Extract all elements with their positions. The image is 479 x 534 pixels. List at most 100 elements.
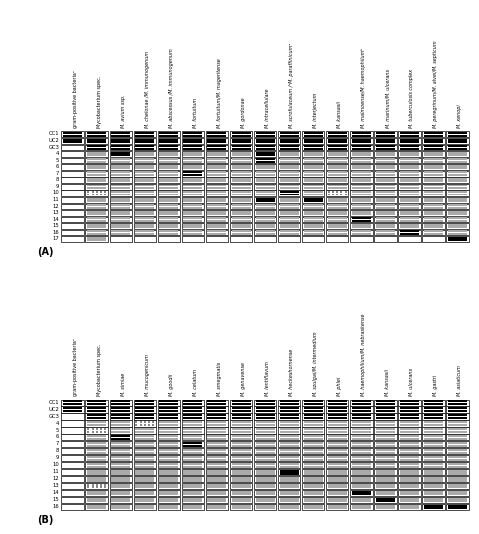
Bar (91, 484, 93, 486)
Bar (302, 413, 324, 420)
Bar (111, 180, 130, 183)
Bar (424, 410, 443, 412)
Bar (376, 466, 395, 468)
Bar (448, 154, 467, 156)
Bar (424, 438, 443, 439)
Bar (328, 165, 347, 167)
Bar (302, 399, 324, 406)
Bar (376, 171, 395, 174)
Bar (350, 197, 373, 203)
Bar (160, 500, 178, 502)
Bar (326, 138, 349, 144)
Bar (256, 428, 274, 430)
Text: 17: 17 (53, 236, 59, 241)
Bar (104, 431, 106, 433)
Bar (278, 197, 300, 203)
Bar (100, 431, 102, 433)
Bar (254, 151, 276, 157)
Bar (376, 435, 395, 437)
Bar (304, 410, 323, 412)
Bar (422, 406, 445, 413)
Bar (304, 484, 323, 486)
Bar (160, 459, 178, 461)
Bar (87, 438, 106, 439)
Bar (376, 161, 395, 163)
Bar (85, 490, 108, 496)
Bar (61, 203, 84, 209)
Bar (326, 448, 349, 454)
Text: M. gordonae: M. gordonae (241, 98, 246, 128)
Bar (136, 139, 154, 140)
Bar (207, 226, 227, 228)
Bar (448, 239, 467, 241)
Bar (87, 486, 90, 489)
Bar (424, 507, 443, 509)
Bar (352, 180, 371, 183)
Text: M. marinum/M. ulcerans: M. marinum/M. ulcerans (385, 69, 390, 128)
Bar (136, 449, 154, 451)
Bar (280, 161, 298, 163)
Bar (85, 455, 108, 461)
Bar (207, 438, 227, 439)
Bar (328, 154, 347, 156)
Bar (111, 428, 130, 430)
Bar (96, 484, 98, 486)
Bar (400, 466, 419, 468)
Bar (350, 158, 373, 163)
Bar (448, 200, 467, 202)
Bar (304, 445, 323, 446)
Bar (61, 164, 84, 170)
Bar (400, 154, 419, 156)
Bar (182, 504, 204, 510)
Bar (160, 165, 178, 167)
Bar (328, 167, 347, 169)
Bar (85, 236, 108, 242)
Bar (400, 145, 419, 147)
Bar (376, 226, 395, 228)
Bar (400, 470, 419, 472)
Bar (207, 407, 227, 409)
Bar (231, 505, 251, 507)
Text: M. intracellulare: M. intracellulare (265, 89, 270, 128)
Bar (183, 428, 203, 430)
Bar (87, 466, 106, 468)
Bar (134, 504, 156, 510)
Bar (448, 493, 467, 496)
Text: 13: 13 (53, 483, 59, 488)
Bar (400, 198, 419, 200)
Bar (304, 452, 323, 454)
Bar (352, 463, 371, 465)
Bar (182, 158, 204, 163)
Bar (85, 399, 108, 406)
Bar (352, 477, 371, 479)
Bar (448, 191, 467, 193)
Bar (87, 145, 106, 147)
Bar (85, 462, 108, 468)
Bar (328, 145, 347, 147)
Bar (352, 407, 371, 409)
Bar (424, 200, 443, 202)
Bar (352, 486, 371, 489)
Bar (302, 177, 324, 183)
Bar (448, 141, 467, 143)
Bar (280, 159, 298, 160)
Bar (160, 486, 178, 489)
Bar (136, 159, 154, 160)
Bar (87, 141, 106, 143)
Bar (352, 159, 371, 160)
Bar (207, 456, 227, 458)
Bar (160, 428, 178, 430)
Bar (110, 469, 132, 475)
Bar (424, 220, 443, 222)
Bar (350, 455, 373, 461)
Bar (207, 442, 227, 444)
Bar (87, 217, 106, 219)
Bar (231, 473, 251, 475)
Bar (352, 167, 371, 169)
Bar (87, 417, 106, 419)
Bar (160, 207, 178, 209)
Bar (205, 490, 228, 496)
Bar (61, 217, 84, 222)
Text: gram-positive bacteriaᵃ: gram-positive bacteriaᵃ (73, 70, 78, 128)
Bar (424, 148, 443, 150)
